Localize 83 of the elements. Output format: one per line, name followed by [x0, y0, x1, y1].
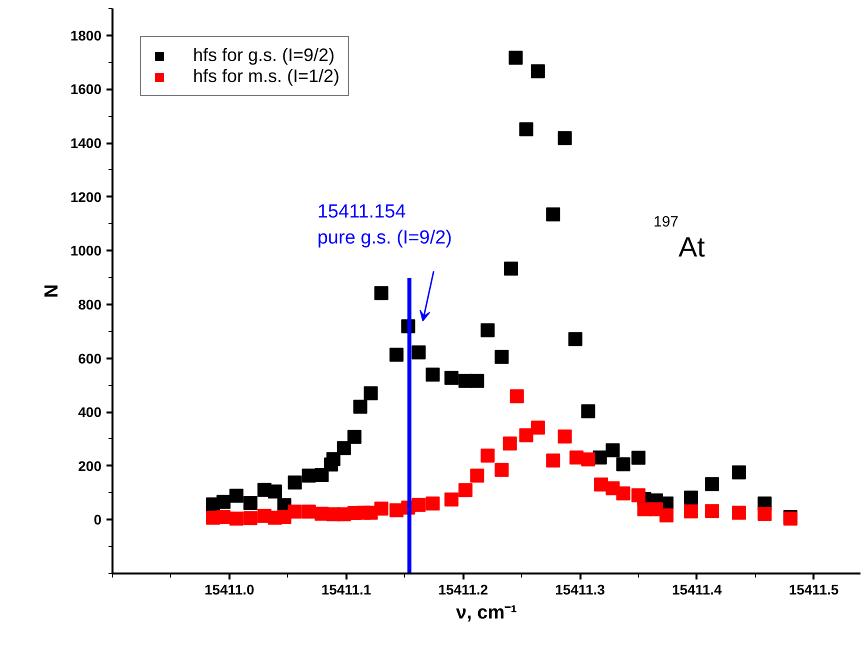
point [444, 370, 458, 385]
point [374, 502, 388, 516]
point [684, 504, 698, 518]
y-axis-title: N [41, 284, 62, 298]
x-tick-label: 15411.4 [672, 582, 722, 598]
point [216, 510, 231, 524]
point [581, 452, 596, 466]
point [288, 504, 302, 519]
point [243, 511, 258, 526]
point [530, 64, 545, 78]
point [684, 490, 698, 505]
point [336, 441, 351, 456]
point [302, 468, 316, 483]
x-tick-label: 15411.1 [321, 582, 372, 598]
point [494, 462, 509, 477]
y-tick-label: 600 [78, 350, 102, 366]
point [616, 486, 630, 500]
point [510, 389, 524, 404]
point [530, 420, 545, 435]
point [558, 131, 572, 146]
y-tick-label: 1400 [70, 135, 102, 152]
point [326, 452, 340, 466]
point [470, 468, 484, 483]
x-axis-title: ν, cm⁻¹ [456, 602, 517, 624]
point [229, 488, 244, 503]
point [480, 448, 495, 463]
point [243, 496, 258, 510]
point [502, 436, 517, 451]
point [288, 476, 302, 490]
point [353, 400, 368, 414]
point [458, 483, 472, 498]
point [444, 492, 458, 507]
x-tick-label: 15411.3 [555, 582, 606, 598]
point [581, 404, 596, 418]
point [374, 286, 388, 300]
point [494, 350, 509, 364]
point [631, 488, 646, 502]
point [216, 494, 231, 509]
point [390, 348, 404, 362]
point [268, 484, 282, 498]
x-tick-label: 15411.0 [204, 582, 255, 598]
y-tick-label: 800 [78, 296, 102, 312]
point [705, 504, 720, 518]
point [616, 457, 630, 472]
y-tick-label: 0 [94, 512, 102, 528]
point [412, 498, 426, 512]
point [347, 430, 362, 444]
point [558, 430, 572, 444]
legend-label: hfs for m.s. (I=1/2) [193, 66, 340, 87]
y-tick-label: 1600 [70, 81, 102, 98]
y-tick-label: 1000 [70, 242, 102, 259]
legend-label: hfs for g.s. (I=9/2) [193, 45, 335, 66]
x-tick-label: 15411.2 [438, 582, 488, 598]
point [732, 506, 746, 520]
point [426, 368, 440, 382]
point [508, 50, 523, 65]
point [546, 207, 560, 222]
y-tick-label: 400 [78, 404, 102, 420]
point [412, 345, 426, 360]
point [504, 262, 518, 276]
annotation: 197At [654, 214, 706, 262]
point [705, 477, 720, 492]
point [659, 508, 674, 522]
point [519, 428, 534, 442]
point [519, 122, 534, 136]
point [480, 323, 495, 338]
y-tick-label: 200 [78, 458, 102, 474]
y-tick-label: 1800 [70, 27, 102, 44]
point [426, 496, 440, 511]
point [229, 512, 244, 526]
point [364, 386, 378, 400]
point [606, 443, 620, 458]
point [546, 454, 560, 468]
point [314, 468, 329, 482]
y-tick-label: 1200 [70, 188, 102, 205]
point [758, 507, 772, 522]
point [631, 450, 646, 465]
ref-line-label: 15411.154 pure g.s. (I=9/2) [317, 201, 452, 248]
x-tick-label: 15411.5 [788, 582, 839, 598]
point [470, 374, 484, 388]
point [568, 332, 582, 346]
point [732, 465, 746, 480]
point [302, 504, 316, 519]
